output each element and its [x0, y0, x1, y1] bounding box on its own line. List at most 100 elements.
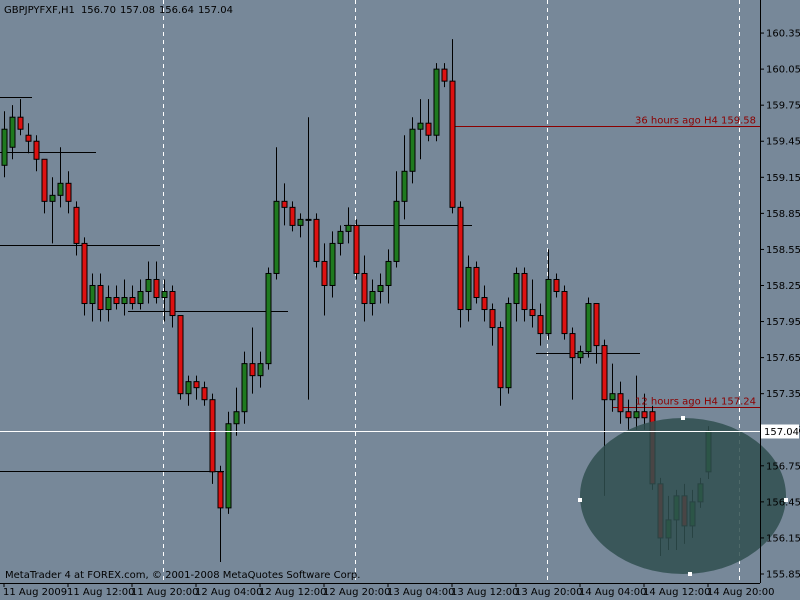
bear-candle: [353, 224, 360, 274]
quote-label: 156.64: [159, 5, 194, 16]
bull-candle: [121, 297, 128, 305]
x-tick-label: 13 Aug 12:00: [451, 587, 518, 598]
y-tick-label: 158.55: [766, 245, 800, 256]
bear-candle: [113, 297, 120, 305]
y-tick-label: 156.15: [766, 533, 800, 544]
bull-candle: [233, 411, 240, 425]
bid-label: 157.04: [764, 427, 799, 438]
y-tick-label: 158.25: [766, 281, 800, 292]
bull-candle: [505, 303, 512, 389]
bear-candle: [425, 122, 432, 136]
footer: MetaTrader 4 at FOREX.com, © 2001-2008 M…: [5, 570, 360, 581]
bear-candle: [17, 116, 24, 130]
bull-candle: [393, 200, 400, 262]
bear-candle: [489, 309, 496, 329]
x-tick-label: 13 Aug 04:00: [387, 587, 454, 598]
bull-candle: [345, 224, 352, 232]
bull-candle: [337, 230, 344, 244]
bear-candle: [281, 200, 288, 208]
bull-candle: [305, 218, 312, 221]
bull-candle: [417, 122, 424, 130]
bear-candle: [521, 272, 528, 311]
bear-candle: [473, 266, 480, 299]
bull-candle: [137, 291, 144, 305]
bear-candle: [593, 303, 600, 347]
bear-candle: [81, 242, 88, 305]
y-tick-label: 158.85: [766, 209, 800, 220]
bear-candle: [601, 345, 608, 401]
bear-candle: [217, 471, 224, 509]
x-tick-label: 12 Aug 12:00: [259, 587, 326, 598]
annotation-label: 36 hours ago H4 159.58: [635, 116, 756, 127]
quote-label: 157.08: [120, 5, 155, 16]
y-tick-label: 157.35: [766, 389, 800, 400]
bear-candle: [321, 260, 328, 286]
bull-candle: [633, 411, 640, 419]
bear-candle: [449, 80, 456, 208]
handle: [688, 572, 692, 576]
bull-candle: [161, 291, 168, 299]
bull-candle: [401, 170, 408, 202]
bull-candle: [377, 284, 384, 292]
bear-candle: [537, 315, 544, 335]
x-tick-label: 12 Aug 20:00: [323, 587, 390, 598]
bull-candle: [145, 278, 152, 292]
bull-candle: [89, 284, 96, 305]
bear-candle: [153, 278, 160, 299]
y-tick-label: 157.95: [766, 317, 800, 328]
bull-candle: [329, 242, 336, 286]
y-tick-label: 159.45: [766, 137, 800, 148]
bull-candle: [369, 291, 376, 305]
bear-candle: [457, 206, 464, 311]
handle: [681, 416, 685, 420]
bear-candle: [553, 278, 560, 292]
x-tick-label: 14 Aug 12:00: [643, 587, 710, 598]
bear-candle: [497, 327, 504, 389]
bear-candle: [641, 411, 648, 419]
annotation-label: 12 hours ago H4 157.24: [635, 397, 756, 408]
overlay: 36 hours ago H4 159.58 12 hours ago H4 15…: [0, 116, 760, 432]
bull-candle: [185, 381, 192, 395]
bear-candle: [561, 291, 568, 335]
bull-candle: [1, 128, 8, 166]
quote-label: 157.04: [198, 5, 233, 16]
handle: [578, 498, 582, 502]
y-tick-label: 159.15: [766, 173, 800, 184]
y-tick-label: 160.35: [766, 29, 800, 40]
bear-candle: [249, 363, 256, 377]
chart-header: GBPJPYFXF,H1 156.70 157.08 156.64 157.04: [4, 5, 233, 16]
bull-candle: [433, 68, 440, 136]
bear-candle: [25, 134, 32, 142]
bull-candle: [545, 278, 552, 335]
highlight-ellipse: [580, 418, 786, 574]
bull-candle: [465, 266, 472, 311]
bear-candle: [441, 68, 448, 82]
bull-candle: [57, 182, 64, 196]
bull-candle: [49, 194, 56, 202]
bull-candle: [257, 363, 264, 377]
bear-candle: [73, 206, 80, 244]
bear-candle: [625, 411, 632, 419]
bull-candle: [585, 303, 592, 353]
x-tick-label: 11 Aug 2009: [3, 587, 67, 598]
bear-candle: [529, 309, 536, 317]
bid-label-box: [761, 424, 799, 439]
x-tick-label: 11 Aug 12:00: [67, 587, 134, 598]
bear-candle: [169, 291, 176, 317]
bull-candle: [577, 351, 584, 359]
bear-candle: [41, 158, 48, 202]
bear-candle: [361, 272, 368, 305]
bear-candle: [617, 393, 624, 413]
bear-candle: [569, 333, 576, 359]
x-tick-label: 14 Aug 04:00: [579, 587, 646, 598]
bull-candle: [297, 218, 304, 226]
y-tick-label: 156.75: [766, 461, 800, 472]
bull-candle: [385, 260, 392, 286]
bear-candle: [313, 218, 320, 262]
x-tick-label: 14 Aug 20:00: [707, 587, 774, 598]
y-tick-label: 159.75: [766, 101, 800, 112]
bear-candle: [65, 182, 72, 202]
y-tick-label: 160.05: [766, 65, 800, 76]
bear-candle: [33, 140, 40, 160]
bull-candle: [273, 200, 280, 274]
